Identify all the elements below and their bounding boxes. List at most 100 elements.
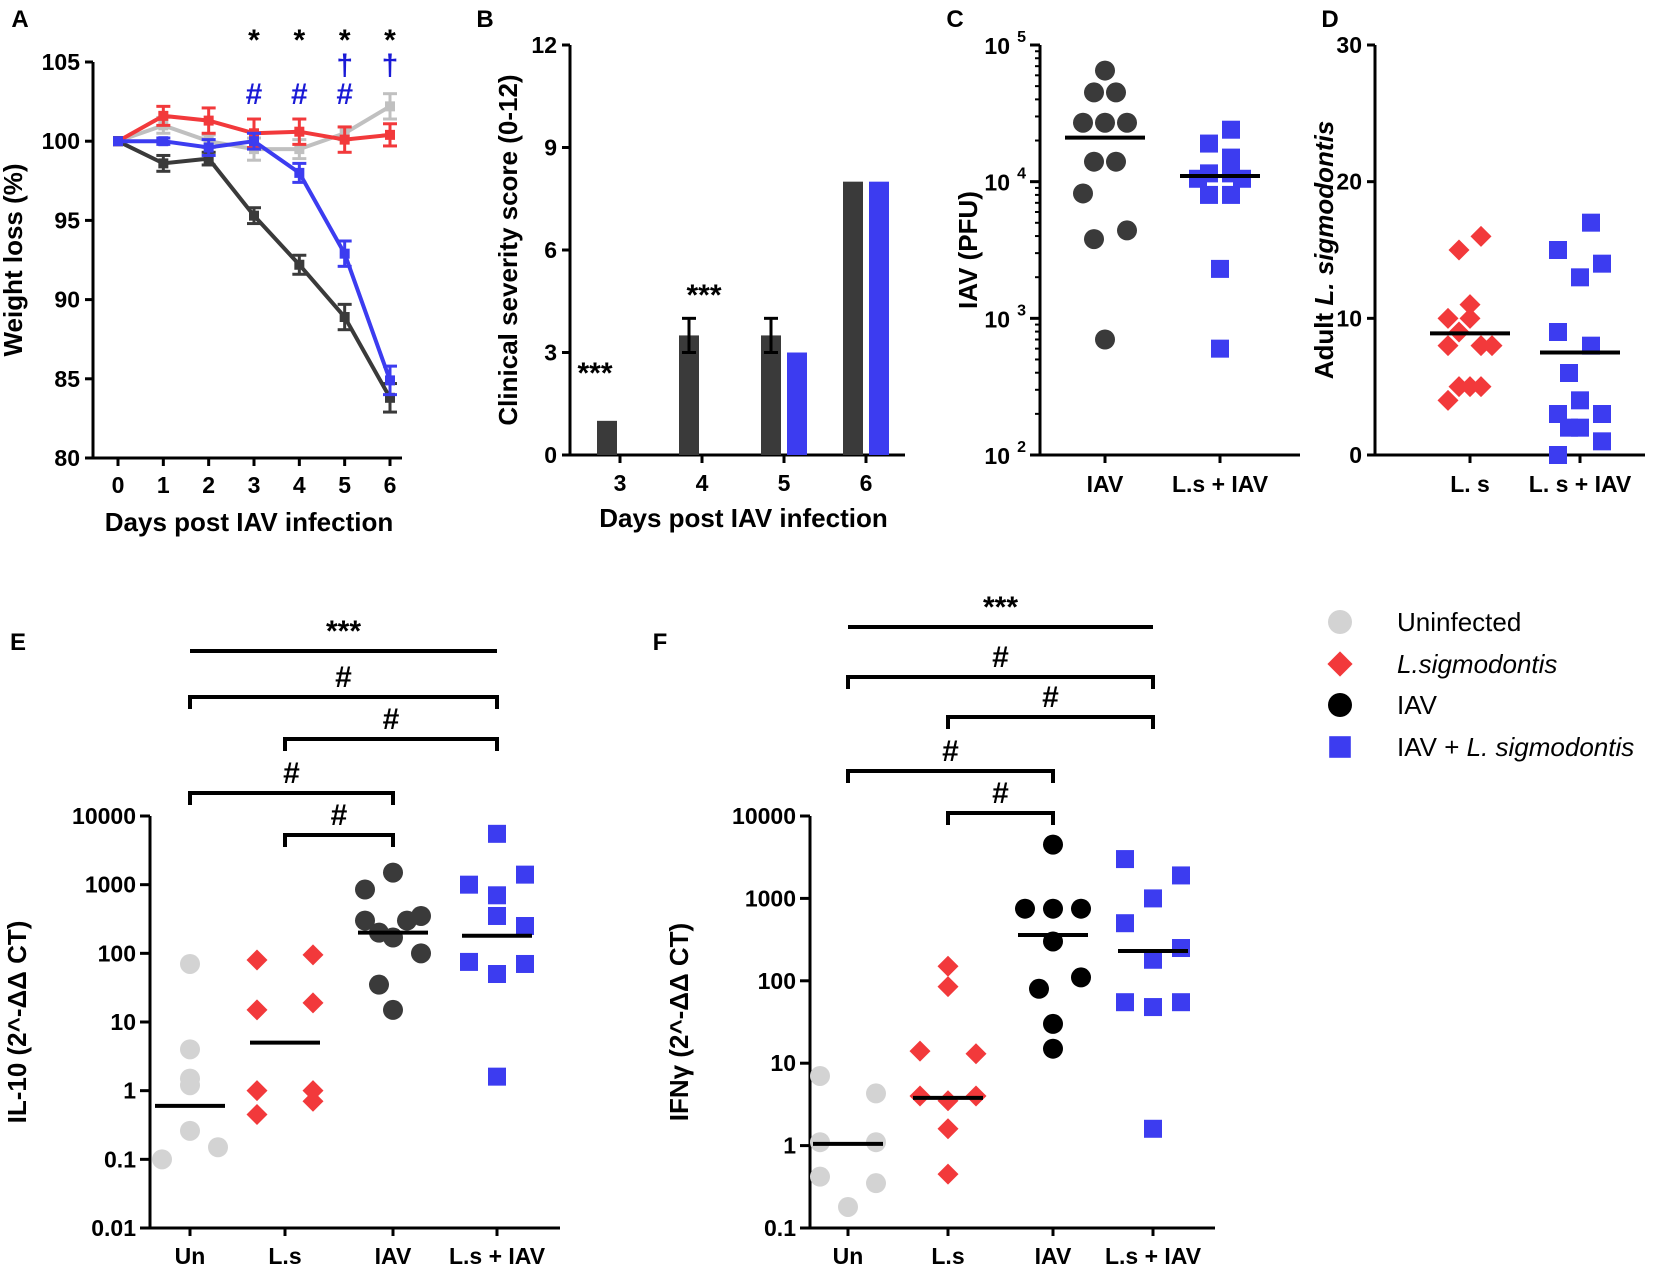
significance-label: # <box>331 799 348 832</box>
data-point <box>460 875 478 894</box>
data-point <box>1560 364 1578 382</box>
x-tick-label: L.s + IAV <box>1105 1243 1202 1269</box>
data-point <box>249 136 259 147</box>
data-point <box>1071 967 1091 988</box>
y-axis-label: Adult L. sigmodontis <box>1309 121 1339 380</box>
data-point <box>1073 112 1093 133</box>
data-point <box>810 1166 830 1187</box>
significance-hash: # <box>291 78 308 111</box>
data-point <box>1095 329 1115 350</box>
significance-dagger: † <box>382 49 399 82</box>
legend-label: IAV + L. sigmodontis <box>1397 732 1634 762</box>
x-tick-label: L.s <box>931 1243 964 1269</box>
data-point <box>838 1196 858 1217</box>
data-point <box>1459 307 1481 329</box>
data-point <box>294 144 305 155</box>
x-tick-label: 6 <box>860 470 873 496</box>
significance-label: # <box>942 735 959 768</box>
data-point <box>1116 914 1134 933</box>
data-point <box>369 974 389 995</box>
data-point <box>1200 185 1218 204</box>
bar <box>761 335 781 455</box>
data-point <box>1015 898 1035 919</box>
significance-hash: # <box>246 78 263 111</box>
data-point <box>1571 268 1589 287</box>
x-tick-label: 4 <box>696 470 709 496</box>
data-point <box>203 115 214 126</box>
data-point <box>1071 898 1091 919</box>
data-point <box>909 1040 931 1062</box>
y-tick-exponent: 5 <box>1017 29 1026 46</box>
legend-label: L.sigmodontis <box>1397 649 1557 679</box>
panel-letter-f: F <box>653 629 668 656</box>
data-point <box>1549 405 1567 423</box>
y-tick-label: 80 <box>54 445 80 471</box>
data-point <box>158 158 169 169</box>
legend-label-text: L.sigmodontis <box>1397 649 1557 679</box>
data-point <box>152 1149 172 1170</box>
data-point <box>1106 82 1126 103</box>
legend: Uninfected L.sigmodontis IAV IAV + L. sigmo… <box>1327 607 1634 762</box>
data-point <box>294 126 305 137</box>
y-tick-label: 1000 <box>85 872 136 898</box>
significance-label: *** <box>326 615 361 648</box>
y-axis-label: IL-10 (2^-ΔΔ CT) <box>2 921 32 1124</box>
y-tick-exponent: 3 <box>1017 302 1026 319</box>
data-point <box>302 1080 324 1102</box>
significance-stars: *** <box>577 357 612 390</box>
y-tick-label: 10 <box>770 1050 796 1076</box>
x-axis-label: Days post IAV infection <box>105 507 393 537</box>
data-point <box>460 952 478 971</box>
significance-bracket <box>283 737 499 751</box>
y-tick-label: 10000 <box>732 803 796 829</box>
data-point <box>246 1080 268 1102</box>
x-tick-label: 5 <box>338 472 351 498</box>
y-tick-exponent: 4 <box>1017 166 1026 183</box>
data-point <box>1437 307 1459 329</box>
x-tick-label: 3 <box>614 470 627 496</box>
y-tick-label: 0.01 <box>91 1215 136 1241</box>
data-point <box>1043 834 1063 855</box>
y-axis-label-plain: Adult <box>1309 306 1339 380</box>
data-point <box>1116 850 1134 869</box>
data-point <box>1437 335 1459 357</box>
panel-letter-b: B <box>476 6 493 33</box>
data-point <box>516 865 534 884</box>
data-point <box>866 1173 886 1194</box>
data-point <box>246 949 268 971</box>
data-point <box>302 992 324 1014</box>
data-point <box>1144 889 1162 908</box>
data-point <box>355 879 375 900</box>
x-axis-label: Days post IAV infection <box>599 503 887 533</box>
data-point <box>385 375 395 386</box>
bar <box>843 181 863 455</box>
legend-label: IAV <box>1397 690 1438 720</box>
y-tick-label: 1 <box>123 1078 136 1104</box>
data-point <box>1116 993 1134 1012</box>
data-point <box>1211 259 1229 278</box>
data-point <box>1481 335 1503 357</box>
data-point <box>1095 112 1115 133</box>
data-point <box>1470 376 1492 398</box>
y-tick-label: 10 <box>110 1009 136 1035</box>
data-point <box>488 824 506 843</box>
data-point <box>866 1083 886 1104</box>
y-tick-label: 0.1 <box>104 1146 136 1172</box>
data-point <box>246 999 268 1021</box>
y-tick-label: 30 <box>1336 32 1362 58</box>
data-point <box>1043 898 1063 919</box>
y-tick-label: 105 <box>42 49 81 75</box>
x-tick-label: 3 <box>248 472 261 498</box>
data-point <box>488 965 506 984</box>
data-point <box>516 954 534 973</box>
data-point <box>810 1065 830 1086</box>
data-point <box>294 259 305 270</box>
data-point <box>1222 148 1240 167</box>
y-tick-label: 3 <box>544 340 557 366</box>
data-point <box>180 953 200 974</box>
significance-label: # <box>1042 681 1059 714</box>
data-point <box>302 1090 324 1112</box>
data-point <box>1043 1038 1063 1059</box>
data-point <box>488 886 506 905</box>
